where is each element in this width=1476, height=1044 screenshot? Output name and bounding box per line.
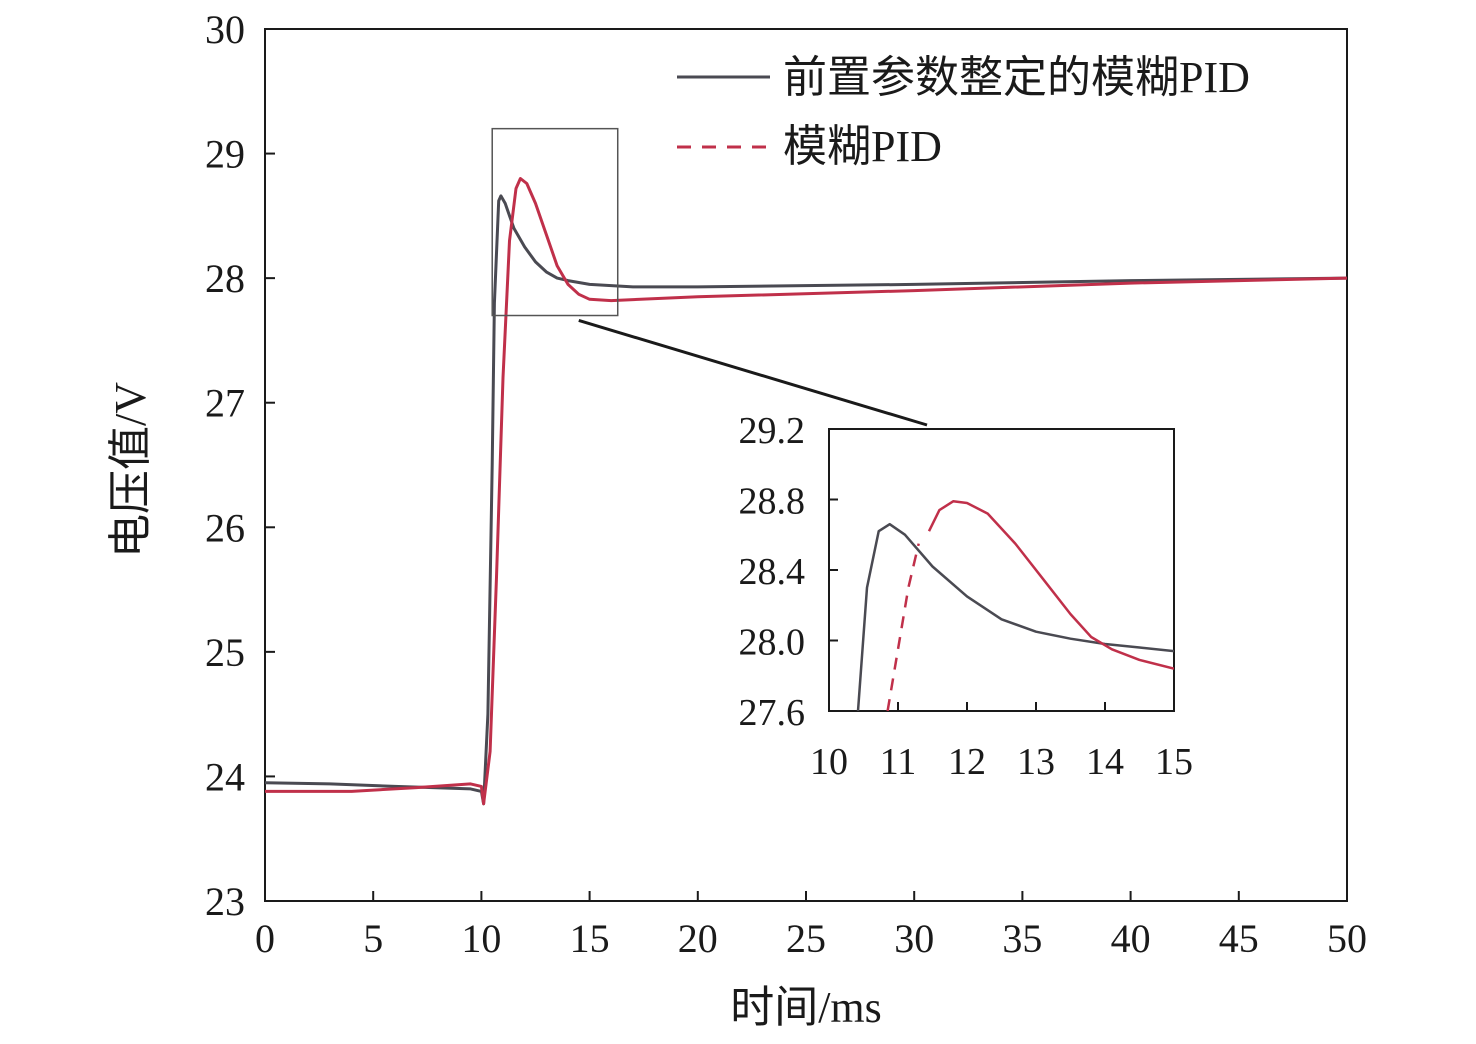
x-tick-label: 15 xyxy=(570,916,610,961)
x-tick-label: 5 xyxy=(363,916,383,961)
inset-frame xyxy=(828,428,1175,712)
legend-label-series-2: 模糊PID xyxy=(783,122,942,171)
x-tick-label: 0 xyxy=(255,916,275,961)
x-tick-label: 45 xyxy=(1219,916,1259,961)
inset-x-tick-label: 12 xyxy=(948,741,986,783)
y-axis-label: 电压值/V xyxy=(106,382,155,558)
inset-y-tick-label: 29.2 xyxy=(739,410,806,452)
zoom-region-box xyxy=(491,127,928,427)
y-tick-label: 25 xyxy=(205,630,245,675)
y-tick-label: 29 xyxy=(205,132,245,177)
inset-chart: 10 11 12 13 14 15 27.6 28.0 28.4 28.8 29.2 xyxy=(739,410,1194,783)
legend-label-series-1: 前置参数整定的模糊PID xyxy=(783,53,1250,102)
x-tick-label: 30 xyxy=(894,916,934,961)
inset-series-line-2 xyxy=(927,500,1174,670)
inset-y-tick-label: 28.8 xyxy=(739,481,806,523)
main-plot-area xyxy=(264,177,1348,806)
inset-y-tick-label: 28.4 xyxy=(739,551,806,593)
y-tick-label: 23 xyxy=(205,879,245,924)
x-tick-label: 35 xyxy=(1002,916,1042,961)
y-tick-label: 26 xyxy=(205,505,245,550)
x-tick-label: 20 xyxy=(678,916,718,961)
inset-x-tick-label: 13 xyxy=(1017,741,1055,783)
zoom-connector-line xyxy=(578,319,928,427)
inset-x-tick-label: 11 xyxy=(880,741,917,783)
inset-y-tick-label: 28.0 xyxy=(739,622,806,664)
main-axes: 0 5 10 15 20 25 30 35 40 45 50 23 24 25 26 27 28 29 30 xyxy=(205,7,1367,961)
inset-x-tick-label: 14 xyxy=(1086,741,1124,783)
x-tick-label: 40 xyxy=(1111,916,1151,961)
zoom-rectangle xyxy=(491,127,619,317)
series-line-1 xyxy=(264,194,1348,806)
inset-x-tick-label: 10 xyxy=(810,741,848,783)
x-tick-label: 10 xyxy=(461,916,501,961)
inset-x-tick-label: 15 xyxy=(1155,741,1193,783)
y-tick-label: 30 xyxy=(205,7,245,52)
x-tick-label: 50 xyxy=(1327,916,1367,961)
legend: 前置参数整定的模糊PID 模糊PID xyxy=(677,53,1250,171)
inset-series-line-3 xyxy=(886,543,920,711)
x-tick-label: 25 xyxy=(786,916,826,961)
inset-y-tick-label: 27.6 xyxy=(739,692,806,734)
series-line-2 xyxy=(265,177,1348,806)
y-tick-label: 28 xyxy=(205,256,245,301)
y-tick-label: 27 xyxy=(205,381,245,426)
y-tick-label: 24 xyxy=(205,754,245,799)
x-axis-label: 时间/ms xyxy=(730,983,882,1032)
